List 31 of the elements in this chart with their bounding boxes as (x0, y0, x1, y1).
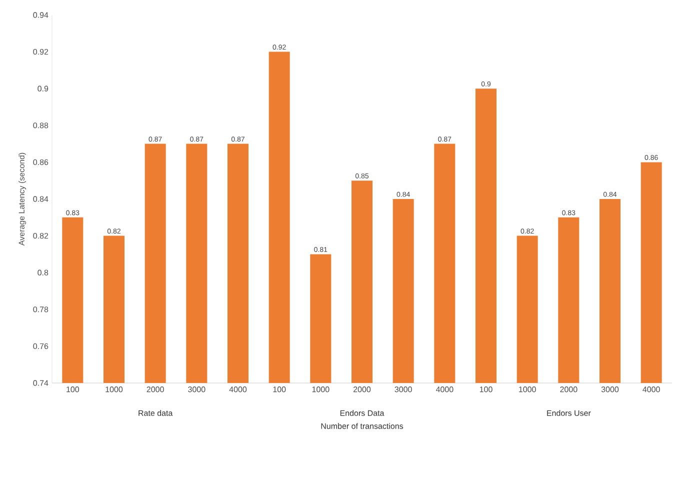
text: Endors User (547, 410, 591, 416)
y-tick-label: 0.82 (33, 232, 48, 239)
x-tick-label: 2000 (560, 386, 578, 392)
y-tick-label: 0.92 (33, 48, 48, 55)
y-tick-label: 0.86 (33, 159, 48, 166)
y-tick-label: 0.84 (33, 196, 48, 202)
text: Rate data (138, 410, 173, 416)
x-tick-label: 4000 (436, 386, 454, 392)
x-tick-label: 4000 (229, 386, 247, 392)
y-tick-label: 0.76 (33, 343, 48, 350)
x-tick-label: 4000 (642, 386, 660, 392)
y-axis-title: Average Latency (second) (18, 152, 26, 246)
x-tick-label: 100 (273, 386, 286, 392)
x-tick-label: 2000 (354, 386, 371, 392)
y-tick-label: 0.78 (33, 306, 48, 312)
x-axis-title: Number of transactions (321, 423, 404, 429)
x-tick-label: 3000 (188, 386, 206, 392)
x-tick-label: 1000 (106, 386, 123, 392)
x-tick-label: 100 (66, 386, 80, 392)
y-tick-label: 0.74 (33, 380, 48, 386)
x-tick-label: 100 (480, 386, 492, 392)
y-tick-label: 0.9 (38, 86, 48, 92)
y-tick-label: 0.88 (33, 122, 48, 128)
y-tick-label: 0.94 (33, 12, 48, 18)
y-tick-label: 0.8 (38, 270, 48, 276)
x-tick-label: 3000 (601, 386, 619, 392)
x-tick-label: 1000 (519, 386, 536, 392)
x-tick-label: 2000 (146, 386, 164, 392)
x-tick-label: 1000 (312, 386, 330, 392)
text: Endors Data (340, 410, 384, 416)
x-tick-label: 3000 (394, 386, 412, 392)
